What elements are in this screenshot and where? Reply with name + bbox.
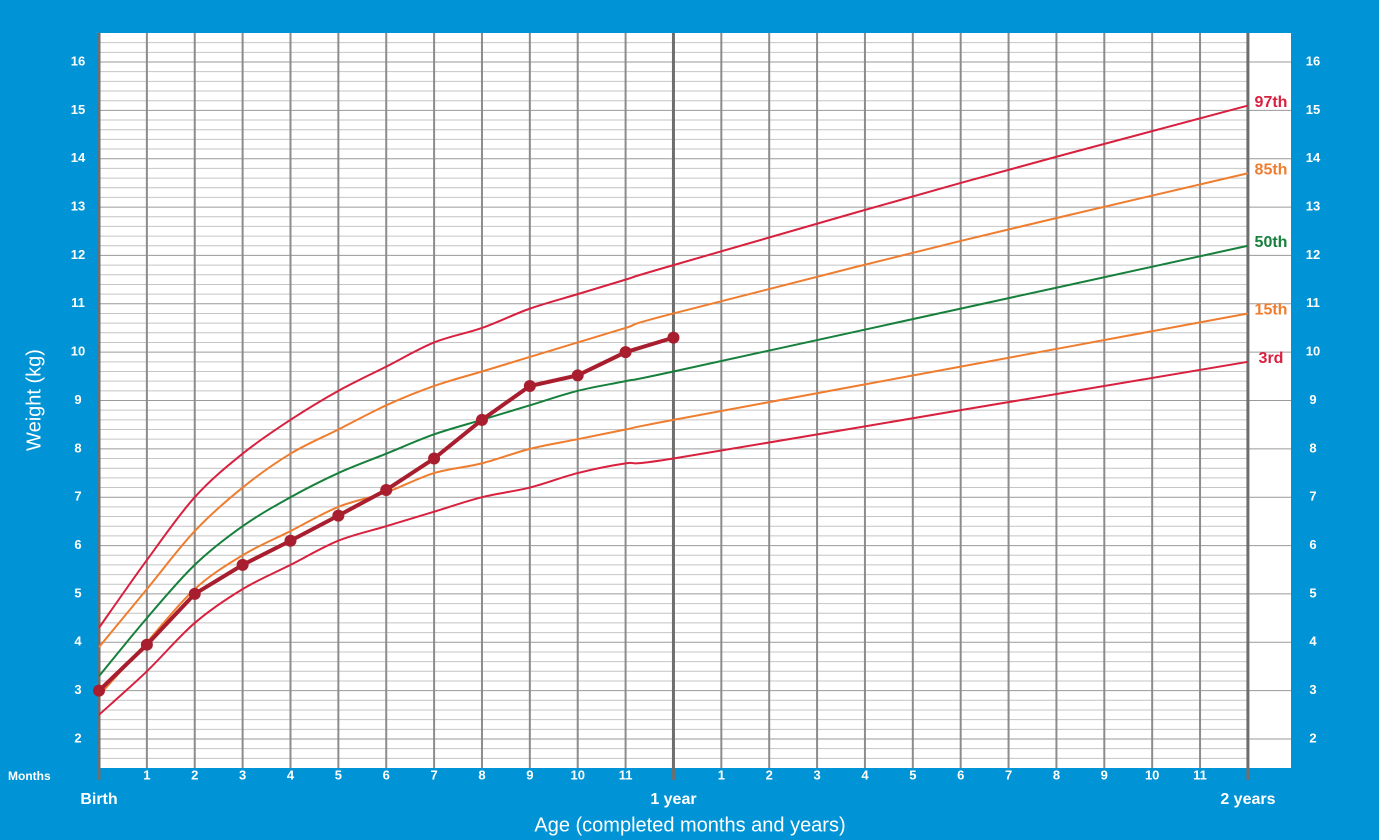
child-point — [428, 452, 441, 465]
percentile-label: 85th — [1255, 161, 1288, 178]
y-tick-label-right: 3 — [1309, 682, 1316, 697]
child-point — [236, 558, 249, 571]
percentile-label: 15th — [1255, 302, 1288, 319]
x-tick-label: 2 — [191, 767, 198, 782]
x-tick-label: 7 — [430, 767, 437, 782]
y-tick-label: 9 — [74, 392, 81, 407]
x-tick-label: 10 — [1145, 767, 1159, 782]
y-tick-label-right: 10 — [1306, 344, 1320, 359]
y-tick-label: 3 — [74, 682, 81, 697]
x-tick-label: 3 — [813, 767, 820, 782]
y-tick-label-right: 14 — [1306, 150, 1321, 165]
y-tick-label-right: 8 — [1309, 440, 1316, 455]
y-tick-label: 8 — [74, 440, 81, 455]
x-tick-label: 1 — [143, 767, 150, 782]
y-tick-label: 6 — [74, 537, 81, 552]
y-tick-label: 13 — [71, 199, 85, 214]
y-tick-label-right: 2 — [1309, 730, 1316, 745]
percentile-line — [98, 172, 1249, 648]
y-tick-label-right: 4 — [1309, 634, 1317, 649]
x-axis-title: Age (completed months and years) — [534, 814, 845, 836]
y-axis-title: Weight (kg) — [23, 349, 45, 451]
y-tick-label: 14 — [71, 150, 86, 165]
x-tick-label: 2 — [766, 767, 773, 782]
percentile-label: 97th — [1255, 94, 1288, 111]
x-tick-label: 1 — [718, 767, 725, 782]
y-tick-label: 11 — [71, 295, 85, 310]
x-tick-label: 11 — [1193, 767, 1207, 782]
x-tick-label: 9 — [1101, 767, 1108, 782]
x-tick-label: 5 — [909, 767, 916, 782]
y-tick-label: 7 — [74, 489, 81, 504]
year-tick-label: Birth — [80, 791, 117, 808]
child-point — [93, 684, 105, 697]
percentile-line — [98, 360, 1249, 716]
y-tick-label: 5 — [74, 585, 81, 600]
y-tick-label: 10 — [71, 344, 85, 359]
y-tick-label-right: 12 — [1306, 247, 1320, 262]
x-tick-label: 10 — [570, 767, 584, 782]
child-point — [619, 346, 632, 359]
y-tick-label-right: 7 — [1309, 489, 1316, 504]
child-point — [667, 331, 680, 344]
child-point — [523, 379, 536, 392]
x-tick-label: 3 — [239, 767, 246, 782]
y-tick-label-right: 16 — [1306, 53, 1320, 68]
year-tick-label: 1 year — [650, 791, 696, 808]
x-tick-label: 8 — [478, 767, 485, 782]
child-point — [475, 413, 488, 426]
x-tick-label: 6 — [383, 767, 390, 782]
y-tick-label-right: 6 — [1309, 537, 1316, 552]
y-tick-label-right: 15 — [1306, 102, 1320, 117]
year-tick-label: 2 years — [1220, 791, 1275, 808]
y-tick-label-right: 13 — [1306, 199, 1320, 214]
y-tick-label: 15 — [71, 102, 85, 117]
x-tick-label: 5 — [335, 767, 342, 782]
y-tick-label: 4 — [74, 634, 82, 649]
y-tick-label-right: 9 — [1309, 392, 1316, 407]
y-tick-label-right: 11 — [1306, 295, 1320, 310]
percentile-label: 3rd — [1259, 350, 1284, 367]
child-point — [380, 483, 393, 496]
x-tick-label: 4 — [287, 767, 295, 782]
x-tick-label: 4 — [861, 767, 869, 782]
x-tick-label: 7 — [1005, 767, 1012, 782]
percentile-line — [98, 104, 1249, 629]
x-tick-label: 9 — [526, 767, 533, 782]
y-tick-label: 2 — [74, 730, 81, 745]
child-point — [571, 369, 584, 382]
x-tick-label: 6 — [957, 767, 964, 782]
x-tick-label: 8 — [1053, 767, 1060, 782]
y-tick-label: 16 — [71, 53, 85, 68]
x-tick-label: 11 — [619, 767, 633, 782]
y-tick-label-right: 5 — [1309, 585, 1316, 600]
percentile-line — [98, 312, 1249, 697]
child-point — [188, 587, 201, 600]
child-point — [332, 509, 345, 522]
child-point — [284, 534, 297, 547]
x-row-label: Months — [8, 769, 51, 783]
y-tick-label: 12 — [71, 247, 85, 262]
percentile-label: 50th — [1255, 234, 1288, 251]
child-point — [140, 638, 153, 651]
